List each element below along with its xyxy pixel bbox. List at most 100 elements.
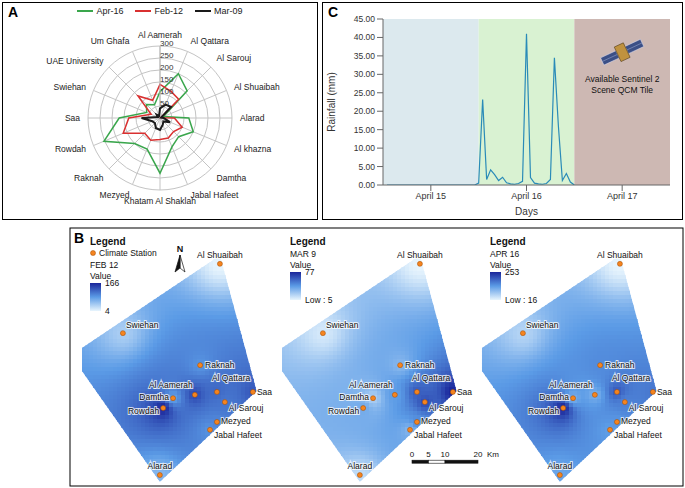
svg-text:Mezyed: Mezyed (621, 416, 651, 426)
svg-text:Alarad: Alarad (240, 113, 265, 123)
svg-text:20: 20 (474, 450, 483, 459)
svg-text:166: 166 (105, 278, 119, 288)
svg-text:Value: Value (90, 271, 112, 281)
svg-text:Scene QCM Tile: Scene QCM Tile (591, 85, 653, 95)
svg-text:100: 100 (160, 87, 174, 96)
svg-text:Al Aamerah: Al Aamerah (349, 380, 393, 390)
svg-text:Al Aamerah: Al Aamerah (549, 380, 593, 390)
svg-text:50: 50 (160, 99, 169, 108)
svg-text:Al Qattara: Al Qattara (191, 36, 230, 46)
svg-text:Al Shuaibah: Al Shuaibah (197, 250, 243, 260)
svg-text:Swiehan: Swiehan (126, 320, 159, 330)
svg-text:5: 5 (426, 450, 431, 459)
svg-text:4: 4 (105, 306, 110, 316)
svg-text:10.00: 10.00 (354, 143, 376, 153)
svg-text:Um Ghafa: Um Ghafa (91, 36, 130, 46)
svg-text:Raknah: Raknah (605, 360, 635, 370)
svg-text:Al Sarouj: Al Sarouj (429, 403, 464, 413)
svg-text:Mezyed: Mezyed (100, 190, 130, 200)
svg-text:Al Shuaibah: Al Shuaibah (597, 250, 643, 260)
svg-text:Saa: Saa (657, 387, 672, 397)
svg-text:15.00: 15.00 (354, 125, 376, 135)
html-text:A: A (8, 4, 19, 20)
svg-text:Khatam Al Shaklah: Khatam Al Shaklah (124, 196, 196, 206)
svg-text:Raknah: Raknah (405, 360, 435, 370)
svg-text:Al Shuaibah: Al Shuaibah (397, 250, 443, 260)
svg-text:77: 77 (305, 267, 315, 277)
svg-text:Raknah: Raknah (205, 360, 235, 370)
svg-text:Jabal Hafeet: Jabal Hafeet (414, 430, 462, 440)
svg-text:Alarad: Alarad (148, 461, 173, 471)
svg-text:20.00: 20.00 (354, 106, 376, 116)
svg-text:UAE University: UAE University (46, 56, 104, 66)
svg-text:Saa: Saa (457, 387, 472, 397)
svg-text:Km: Km (487, 450, 499, 459)
svg-text:Alarad: Alarad (548, 461, 573, 471)
svg-text:5.00: 5.00 (358, 162, 375, 172)
svg-text:Alarad: Alarad (348, 461, 373, 471)
svg-text:0: 0 (410, 450, 415, 459)
svg-text:Mezyed: Mezyed (221, 416, 251, 426)
svg-text:Low : 5: Low : 5 (305, 295, 333, 305)
svg-text:April 17: April 17 (607, 191, 638, 201)
svg-text:Rowdah: Rowdah (328, 406, 359, 416)
svg-text:Swiehan: Swiehan (326, 320, 359, 330)
svg-text:253: 253 (505, 267, 519, 277)
svg-text:Damtha: Damtha (139, 392, 169, 402)
svg-text:Value: Value (290, 260, 312, 270)
svg-text:Legend: Legend (290, 236, 326, 247)
svg-text:Low : 16: Low : 16 (505, 295, 537, 305)
svg-text:Value: Value (490, 260, 512, 270)
svg-text:Saa: Saa (257, 387, 272, 397)
svg-text:Rowdah: Rowdah (128, 406, 159, 416)
svg-text:Saa: Saa (65, 113, 80, 123)
svg-text:B: B (74, 230, 84, 246)
svg-text:0.00: 0.00 (358, 180, 375, 190)
svg-text:Al Qattara: Al Qattara (212, 373, 251, 383)
svg-text:45.00: 45.00 (354, 14, 376, 24)
svg-text:Swiehan: Swiehan (53, 82, 86, 92)
svg-text:Al Sarouj: Al Sarouj (217, 53, 252, 63)
svg-text:Days: Days (515, 206, 538, 217)
svg-text:N: N (177, 244, 184, 254)
svg-text:Al Aamerah: Al Aamerah (149, 380, 193, 390)
svg-text:Available Sentinel 2: Available Sentinel 2 (585, 74, 660, 84)
svg-text:Legend: Legend (490, 236, 526, 247)
svg-text:MAR 9: MAR 9 (290, 249, 316, 259)
svg-text:Rainfall (mm): Rainfall (mm) (326, 72, 337, 131)
svg-text:Al Shuaibah: Al Shuaibah (234, 82, 280, 92)
svg-text:Legend: Legend (90, 236, 126, 247)
svg-text:Mezyed: Mezyed (421, 416, 451, 426)
svg-text:10: 10 (441, 450, 450, 459)
svg-text:Rowdah: Rowdah (528, 406, 559, 416)
svg-text:Swiehan: Swiehan (526, 320, 559, 330)
svg-text:Damtha: Damtha (339, 392, 369, 402)
svg-text:Al Qattara: Al Qattara (612, 373, 651, 383)
svg-text:Raknah: Raknah (74, 173, 104, 183)
svg-text:300: 300 (160, 39, 174, 48)
svg-text:Climate Station: Climate Station (99, 248, 157, 258)
svg-text:Jabal Hafeet: Jabal Hafeet (614, 430, 662, 440)
svg-text:Al Sarouj: Al Sarouj (229, 403, 264, 413)
html-text:Apr-16: Apr-16 (96, 6, 124, 16)
svg-text:Damtha: Damtha (217, 173, 247, 183)
svg-text:35.00: 35.00 (354, 51, 376, 61)
svg-text:25.00: 25.00 (354, 88, 376, 98)
svg-text:150: 150 (160, 75, 174, 84)
svg-text:Damtha: Damtha (539, 392, 569, 402)
svg-text:30.00: 30.00 (354, 69, 376, 79)
svg-text:Al khazna: Al khazna (234, 144, 272, 154)
svg-text:April 16: April 16 (511, 191, 542, 201)
svg-text:April 15: April 15 (416, 191, 447, 201)
svg-text:Jabal Hafeet: Jabal Hafeet (191, 190, 239, 200)
svg-text:200: 200 (160, 63, 174, 72)
svg-text:250: 250 (160, 51, 174, 60)
svg-text:APR 16: APR 16 (490, 249, 520, 259)
svg-text:Rowdah: Rowdah (55, 144, 86, 154)
svg-text:Jabal Hafeet: Jabal Hafeet (214, 430, 262, 440)
svg-text:FEB 12: FEB 12 (90, 260, 119, 270)
html-text:C: C (328, 4, 339, 20)
svg-text:40.00: 40.00 (354, 32, 376, 42)
svg-text:Al Sarouj: Al Sarouj (629, 403, 664, 413)
svg-text:Al Qattara: Al Qattara (412, 373, 451, 383)
